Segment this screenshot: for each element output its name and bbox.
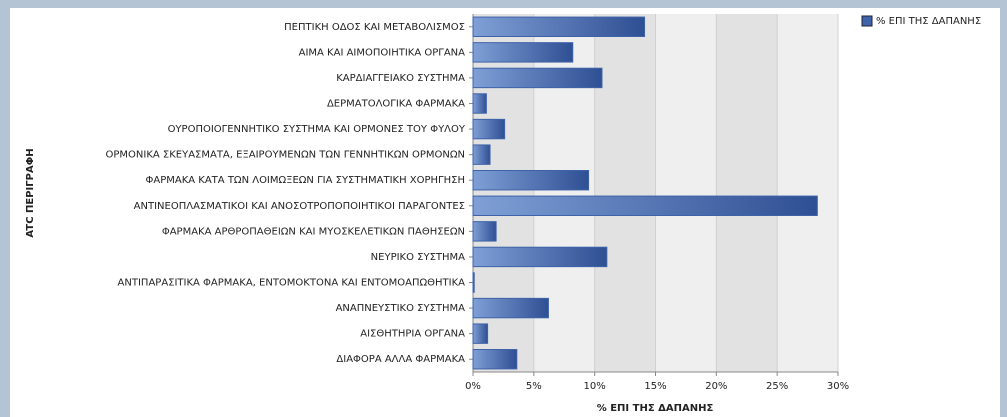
grid-band bbox=[594, 14, 656, 372]
grid-band bbox=[655, 14, 717, 372]
bar bbox=[472, 93, 487, 114]
bar bbox=[472, 16, 646, 38]
bar bbox=[472, 144, 491, 165]
grid-band bbox=[533, 14, 595, 372]
x-tick-label: 30% bbox=[827, 381, 849, 392]
grid-band bbox=[716, 14, 778, 372]
y-tick-label: ΠΕΠΤΙΚΗ ΟΔΟΣ ΚΑΙ ΜΕΤΑΒΟΛΙΣΜΟΣ bbox=[284, 22, 465, 33]
bar bbox=[472, 323, 489, 344]
y-tick-label: ΚΑΡΔΙΑΓΓΕΙΑΚΟ ΣΥΣΤΗΜΑ bbox=[336, 73, 465, 84]
y-tick-label: ΟΥΡΟΠΟΙΟΓΕΝΝΗΤΙΚΟ ΣΥΣΤΗΜΑ ΚΑΙ ΟΡΜΟΝΕΣ ΤΟ… bbox=[168, 124, 466, 135]
y-tick-label: ΔΕΡΜΑΤΟΛΟΓΙΚΑ ΦΑΡΜΑΚΑ bbox=[327, 99, 465, 110]
grid-band bbox=[777, 14, 838, 372]
y-axis-title: ATC ΠΕΡΙΓΡΑΦΗ bbox=[25, 148, 36, 237]
x-tick-label: 20% bbox=[705, 381, 727, 392]
x-tick-label: 5% bbox=[526, 381, 542, 392]
bar bbox=[472, 272, 475, 293]
y-tick-label: ΑΝΑΠΝΕΥΣΤΙΚΟ ΣΥΣΤΗΜΑ bbox=[336, 303, 466, 314]
y-tick-label: ΦΑΡΜΑΚΑ ΑΡΘΡΟΠΑΘΕΙΩΝ ΚΑΙ ΜΥΟΣΚΕΛΕΤΙΚΩΝ Π… bbox=[162, 226, 465, 237]
bar bbox=[472, 221, 497, 242]
y-tick-label: ΔΙΑΦΟΡΑ ΑΛΛΑ ΦΑΡΜΑΚΑ bbox=[336, 354, 465, 365]
bar bbox=[472, 297, 549, 319]
y-tick-label: ΑΝΤΙΠΑΡΑΣΙΤΙΚΑ ΦΑΡΜΑΚΑ, ΕΝΤΟΜΟΚΤΟΝΑ ΚΑΙ … bbox=[118, 278, 466, 289]
y-tick-label: ΑΙΣΘΗΤΗΡΙΑ ΟΡΓΑΝΑ bbox=[360, 329, 465, 340]
bar bbox=[472, 67, 603, 89]
y-tick-label: ΝΕΥΡΙΚΟ ΣΥΣΤΗΜΑ bbox=[371, 252, 465, 263]
bar bbox=[472, 348, 518, 370]
grid-band bbox=[473, 14, 534, 372]
bar bbox=[472, 195, 818, 217]
legend-swatch bbox=[861, 15, 873, 27]
x-axis-title: % ΕΠΙ ΤΗΣ ΔΑΠΑΝΗΣ bbox=[597, 403, 714, 414]
bar bbox=[472, 118, 506, 140]
bar bbox=[472, 169, 590, 191]
bar bbox=[472, 246, 608, 268]
y-tick-label: ΦΑΡΜΑΚΑ ΚΑΤΑ ΤΩΝ ΛΟΙΜΩΞΕΩΝ ΓΙΑ ΣΥΣΤΗΜΑΤΙ… bbox=[146, 175, 466, 186]
y-tick-label: ΑΝΤΙΝΕΟΠΛΑΣΜΑΤΙΚΟΙ ΚΑΙ ΑΝΟΣΟΤΡΟΠΟΠΟΙΗΤΙΚ… bbox=[134, 201, 465, 212]
x-tick-label: 0% bbox=[465, 381, 481, 392]
bar bbox=[472, 42, 574, 63]
x-tick-label: 15% bbox=[644, 381, 666, 392]
legend-label: % ΕΠΙ ΤΗΣ ΔΑΠΑΝΗΣ bbox=[876, 16, 981, 27]
x-tick-label: 25% bbox=[766, 381, 788, 392]
x-tick-label: 10% bbox=[584, 381, 606, 392]
y-tick-label: ΟΡΜΟΝΙΚΑ ΣΚΕΥΑΣΜΑΤΑ, ΕΞΑΙΡΟΥΜΕΝΩΝ ΤΩΝ ΓΕ… bbox=[105, 150, 465, 161]
y-tick-label: ΑΙΜΑ ΚΑΙ ΑΙΜΟΠΟΙΗΤΙΚΑ ΟΡΓΑΝΑ bbox=[299, 47, 466, 58]
